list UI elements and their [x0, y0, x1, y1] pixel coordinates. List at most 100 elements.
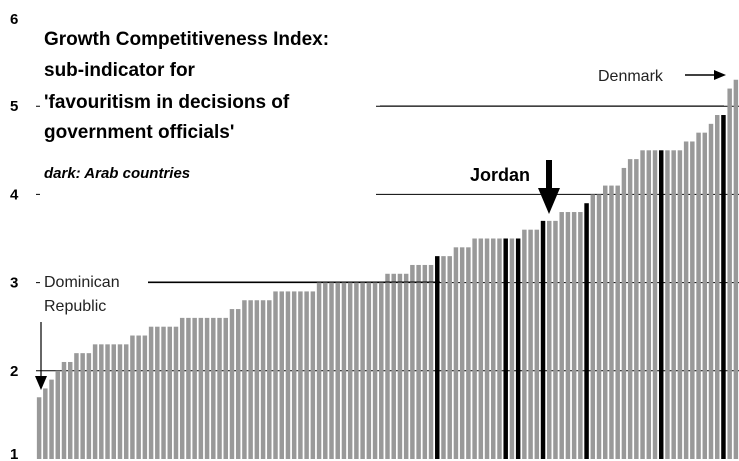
bar: [323, 282, 328, 459]
bars: [36, 79, 739, 460]
bar: [441, 256, 446, 459]
bar: [640, 150, 645, 460]
bar-arab-country: [515, 238, 521, 459]
bar: [497, 238, 502, 459]
bar: [335, 282, 340, 459]
bar: [86, 353, 92, 459]
bar: [547, 220, 552, 459]
bar: [43, 388, 48, 459]
left-label-backdrop: [40, 266, 148, 318]
bar: [696, 132, 701, 459]
bar-arab-country: [721, 115, 726, 460]
bar: [211, 317, 216, 459]
bar: [391, 273, 396, 459]
bar: [304, 291, 309, 459]
bar: [341, 282, 347, 459]
bar: [204, 317, 210, 459]
bar: [49, 379, 54, 459]
bar: [509, 238, 515, 459]
bar: [578, 212, 583, 459]
chart-title-line-1: Growth Competitiveness Index:: [44, 29, 329, 50]
bar: [142, 335, 148, 459]
chart-title-line-2: sub-indicator for: [44, 60, 196, 81]
bar: [130, 335, 135, 459]
annotation-jordan: Jordan: [470, 165, 530, 185]
bar: [242, 300, 247, 459]
bar: [161, 326, 166, 459]
y-tick-label-6: 6: [10, 11, 18, 28]
bar: [379, 282, 384, 459]
bar: [273, 291, 278, 459]
y-tick-label-4: 4: [10, 186, 19, 203]
bar: [74, 353, 79, 459]
title-backdrop: [40, 22, 376, 202]
bar-arab-country: [503, 238, 508, 459]
bar: [484, 238, 490, 459]
bar: [298, 291, 303, 459]
bar: [260, 300, 266, 459]
bar: [254, 300, 260, 459]
bar: [553, 220, 558, 459]
bar: [385, 273, 390, 459]
y-tick-label-5: 5: [10, 98, 18, 115]
bar: [329, 282, 334, 459]
bar: [223, 317, 228, 459]
bar: [61, 361, 67, 459]
bar: [646, 150, 652, 460]
bar: [459, 247, 465, 459]
annotation-dominican-line-2: Republic: [44, 298, 106, 315]
bar: [99, 344, 104, 459]
bar: [248, 300, 253, 459]
bar: [627, 159, 633, 459]
bar: [702, 132, 708, 459]
bar: [472, 238, 477, 459]
bar: [491, 238, 496, 459]
y-tick-label-2: 2: [10, 363, 18, 380]
bar: [105, 344, 110, 459]
bar: [148, 326, 154, 459]
bar-arab-country: [540, 220, 546, 459]
bar: [347, 282, 353, 459]
bar: [279, 291, 284, 459]
bar: [67, 361, 73, 459]
bar: [453, 247, 459, 459]
bar: [198, 317, 204, 459]
bar: [428, 264, 434, 459]
bar: [690, 141, 695, 460]
bar: [136, 335, 141, 459]
chart-title-line-3: 'favouritism in decisions of: [44, 92, 290, 113]
bar: [522, 229, 527, 459]
bar: [677, 150, 683, 460]
bar: [92, 344, 98, 459]
bar: [173, 326, 179, 459]
bar: [36, 397, 42, 459]
bar: [179, 317, 185, 459]
bar: [111, 344, 117, 459]
bar: [416, 264, 421, 459]
bar: [714, 115, 720, 460]
bar: [285, 291, 291, 459]
bar-arab-country: [658, 150, 664, 460]
bar: [466, 247, 471, 459]
bar: [534, 229, 540, 459]
bar: [372, 282, 378, 459]
bar: [590, 194, 596, 459]
bar: [123, 344, 129, 459]
bar: [192, 317, 197, 459]
bar: [708, 123, 714, 459]
bar: [422, 264, 428, 459]
chart-title-line-4: government officials': [44, 122, 234, 143]
bar: [671, 150, 676, 460]
bar: [634, 159, 639, 459]
bar: [316, 282, 322, 459]
bar: [559, 212, 564, 459]
bar-arab-country: [435, 256, 440, 459]
bar: [360, 282, 365, 459]
dominican-arrow-icon: [35, 322, 47, 390]
bar: [565, 212, 571, 459]
bar: [366, 282, 372, 459]
y-axis-ticks: 1 2 3 4 5 6: [10, 11, 19, 461]
bar: [354, 282, 359, 459]
bar: [528, 229, 533, 459]
